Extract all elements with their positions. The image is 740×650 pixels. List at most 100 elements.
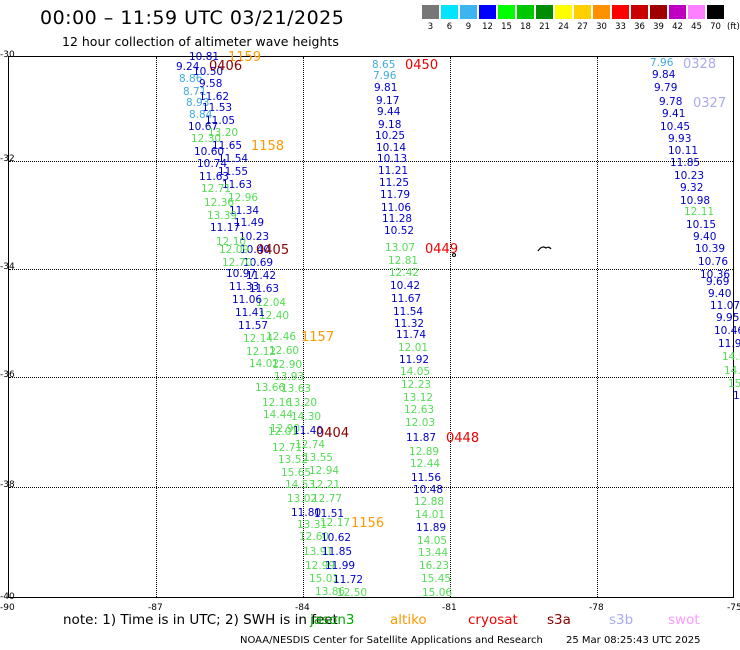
wave-height-value: 12.88 <box>414 497 444 508</box>
colorbar-label: 39 <box>650 22 667 32</box>
wave-height-value: 12.50 <box>337 588 367 599</box>
colorbar-label: 12 <box>479 22 496 32</box>
wave-height-value: 11.85 <box>670 158 700 169</box>
wave-height-value: 9.78 <box>659 97 682 108</box>
wave-height-value: 11.56 <box>411 473 441 484</box>
wave-height-value: 11.72 <box>333 575 363 586</box>
pass-time-label: 0448 <box>446 431 479 446</box>
pass-time-label: 1158 <box>251 139 284 154</box>
colorbar-label: 21 <box>536 22 553 32</box>
wave-height-value: 9.40 <box>693 232 716 243</box>
wave-height-value: 14.01 <box>415 510 445 521</box>
wave-height-value: 11.17 <box>210 223 240 234</box>
wave-height-value: 11.99 <box>325 561 355 572</box>
wave-height-value: 13.12 <box>403 393 433 404</box>
wave-height-value: 10.23 <box>674 171 704 182</box>
longitude-label: -75 <box>727 603 740 613</box>
colorbar-unit: (ft) <box>727 22 740 32</box>
colorbar-swatch <box>688 5 705 19</box>
latitude-label: -36 <box>0 370 15 380</box>
wave-height-value: 9.40 <box>708 289 731 300</box>
colorbar-label: 30 <box>593 22 610 32</box>
wave-height-value: 13.63 <box>281 384 311 395</box>
footer-timestamp: 25 Mar 08:25:43 UTC 2025 <box>566 635 701 646</box>
latitude-label: -34 <box>0 262 15 272</box>
longitude-label: -87 <box>148 603 163 613</box>
legend-item-jason3: jason3 <box>310 612 354 628</box>
wave-height-value: 9.93 <box>668 134 691 145</box>
wave-height-value: 11.33 <box>229 282 259 293</box>
pass-time-label: 0406 <box>209 59 242 74</box>
colorbar-swatch <box>574 5 591 19</box>
colorbar-swatch <box>479 5 496 19</box>
footer-credit: NOAA/NESDIS Center for Satellite Applica… <box>240 635 543 646</box>
colorbar-swatch <box>631 5 648 19</box>
wave-height-value: 14.05 <box>417 536 447 547</box>
colorbar-label: 42 <box>669 22 686 32</box>
wave-height-value: 12.71 <box>201 184 231 195</box>
wave-height-value: 13.44 <box>418 548 448 559</box>
legend-item-cryosat: cryosat <box>468 612 518 628</box>
wave-height-value: 13.39 <box>207 211 237 222</box>
colorbar-swatch <box>593 5 610 19</box>
wave-height-value: 16.23 <box>419 561 449 572</box>
wave-height-value: 11.85 <box>322 547 352 558</box>
pass-time-label: 1157 <box>301 330 334 345</box>
wave-height-value: 1 <box>733 391 740 402</box>
wave-height-value: 11.87 <box>406 433 436 444</box>
wave-height-value: 14.02 <box>249 359 279 370</box>
wave-height-value: 12.81 <box>388 256 418 267</box>
colorbar-swatch <box>441 5 458 19</box>
colorbar-swatch <box>707 5 724 19</box>
wave-height-value: 12.63 <box>404 405 434 416</box>
wave-height-value: 10.46 <box>714 326 740 337</box>
wave-height-value: 14.44 <box>263 410 293 421</box>
colorbar-swatch <box>517 5 534 19</box>
colorbar-label: 9 <box>460 22 477 32</box>
wave-height-value: 12.77 <box>312 494 342 505</box>
wave-height-value: 9.44 <box>377 107 400 118</box>
wave-height-value: 12.42 <box>389 268 419 279</box>
wave-height-value: 10.11 <box>668 146 698 157</box>
colorbar-swatch <box>669 5 686 19</box>
longitude-gridline <box>156 57 157 597</box>
wave-height-value: 11.92 <box>399 355 429 366</box>
longitude-label: -90 <box>0 603 15 613</box>
latitude-label: -32 <box>0 154 15 164</box>
wave-height-value: 14.5 <box>722 352 740 363</box>
colorbar-label: 33 <box>612 22 629 32</box>
wave-height-value: 12.01 <box>268 427 298 438</box>
island-dot-icon <box>451 252 459 260</box>
colorbar-label: 45 <box>688 22 705 32</box>
wave-height-value: 10.15 <box>686 220 716 231</box>
wave-height-value: 11.06 <box>232 295 262 306</box>
wave-height-value: 14.7 <box>724 366 740 377</box>
colorbar-label: 70 <box>707 22 724 32</box>
wave-height-value: 10.13 <box>377 154 407 165</box>
latitude-label: -30 <box>0 50 15 60</box>
pass-time-label: 0327 <box>693 96 726 111</box>
wave-height-value: 10.39 <box>695 244 725 255</box>
wave-height-value: 11.57 <box>238 321 268 332</box>
wave-height-value: 15.65 <box>281 468 311 479</box>
wave-height-value: 11.74 <box>396 330 426 341</box>
wave-height-value: 11.21 <box>378 166 408 177</box>
wave-height-value: 10.48 <box>413 485 443 496</box>
legend-item-s3a: s3a <box>547 612 571 628</box>
pass-time-label: 0450 <box>405 58 438 73</box>
wave-height-value: 9.41 <box>662 109 685 120</box>
wave-height-value: 11.89 <box>416 523 446 534</box>
wave-height-value: 11.54 <box>393 307 423 318</box>
wave-height-value: 12.44 <box>410 459 440 470</box>
wave-height-value: 12.21 <box>310 480 340 491</box>
wave-height-value: 11.79 <box>380 190 410 201</box>
wave-height-value: 9.79 <box>654 83 677 94</box>
wave-height-value: 11.67 <box>391 294 421 305</box>
pass-time-label: 0405 <box>256 243 289 258</box>
colorbar-swatch <box>536 5 553 19</box>
wave-height-value: 7.96 <box>373 71 396 82</box>
latitude-gridline <box>9 269 733 270</box>
latitude-gridline <box>9 377 733 378</box>
wave-height-value: 12.17 <box>320 518 350 529</box>
wave-height-value: 10.76 <box>698 257 728 268</box>
